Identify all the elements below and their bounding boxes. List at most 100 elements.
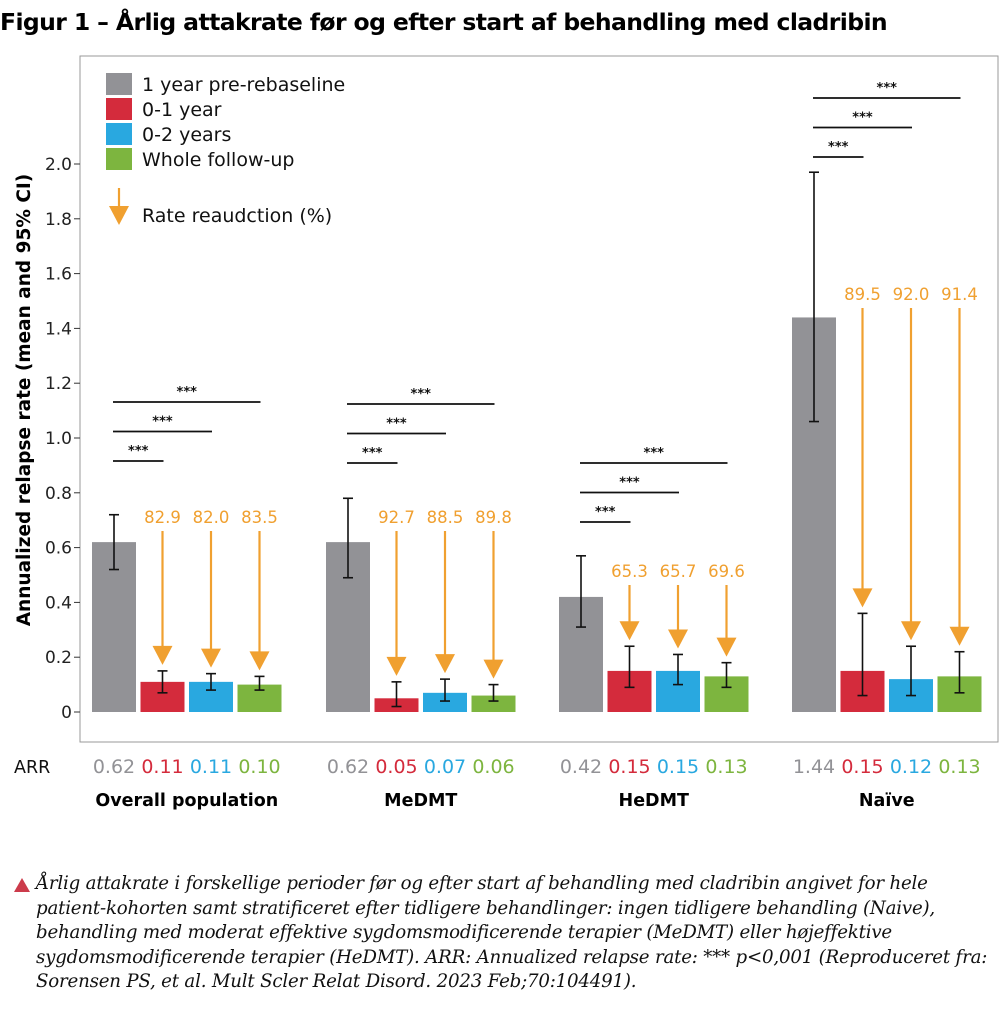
significance-label: ***	[177, 385, 198, 400]
arrow-head	[483, 659, 504, 679]
arrow-head	[619, 621, 640, 641]
category-label: Overall population	[95, 791, 278, 811]
significance-label: ***	[411, 387, 432, 402]
arrow-head	[716, 637, 737, 657]
arrow-head	[249, 651, 270, 671]
arr-value: 0.13	[705, 756, 747, 778]
rate-reduction-arrow	[483, 531, 504, 679]
legend-swatch	[106, 148, 132, 170]
significance-label: ***	[386, 417, 407, 432]
rate-reduction-arrow	[852, 308, 873, 608]
y-tick-label: 1.6	[45, 265, 72, 285]
legend-swatch	[106, 123, 132, 145]
plot-frame	[79, 55, 999, 743]
rate-reduction-arrow	[249, 531, 270, 671]
arr-value: 0.11	[190, 756, 232, 778]
category-label: Naïve	[859, 791, 915, 811]
arrow-head	[201, 648, 221, 668]
annotations: 82.9 82.0 83.5*********0.62 0.11 0.11 0.10Ove…	[14, 81, 981, 811]
arr-value: 0.15	[841, 756, 883, 778]
arr-value: 0.05	[375, 756, 417, 778]
significance-label: ***	[152, 415, 173, 430]
arr-value: 0.62	[327, 756, 369, 778]
arr-value: 0.06	[472, 756, 514, 778]
legend-swatch	[106, 98, 132, 120]
rate-reduction-label: 65.3	[611, 562, 648, 581]
arr-value: 0.42	[560, 756, 602, 778]
rate-reduction-arrow	[949, 308, 970, 646]
y-tick-label: 1.4	[45, 319, 72, 339]
rate-reduction-label: 89.5	[844, 285, 881, 304]
bar-chart: Annualized relapse rate (mean and 95% CI…	[14, 55, 999, 811]
y-tick-label: 0.8	[45, 484, 72, 504]
arr-value: 0.11	[141, 756, 183, 778]
rate-reduction-label: 82.0	[193, 508, 230, 527]
bar	[92, 542, 136, 712]
rate-reduction-arrow	[668, 585, 688, 649]
arrow-head	[109, 206, 129, 225]
rate-reduction-label: 92.0	[893, 285, 930, 304]
y-axis: 0 0.2 0.4 0.6 0.8 1.0 1.2 1.4 1.6 1.8 2.0	[45, 155, 80, 723]
arr-value: 0.15	[608, 756, 650, 778]
arr-value: 1.44	[793, 756, 835, 778]
rate-reduction-arrow	[386, 531, 407, 676]
arr-value: 0.15	[657, 756, 699, 778]
arrow-head	[949, 626, 970, 646]
legend-arrow-label: Rate reaudction (%)	[142, 205, 332, 227]
significance-label: ***	[128, 444, 149, 459]
arrow-head	[852, 588, 873, 608]
legend-label: Whole follow-up	[142, 149, 294, 171]
caption-marker-icon	[14, 878, 30, 892]
y-tick-label: 0.2	[45, 648, 72, 668]
bars	[92, 171, 982, 712]
arrow-head	[386, 656, 407, 676]
y-axis-label: Annualized relapse rate (mean and 95% CI…	[14, 174, 35, 627]
arrow-head	[901, 621, 921, 641]
bar	[471, 695, 516, 712]
rate-reduction-arrow	[201, 531, 221, 668]
arr-value: 0.62	[93, 756, 135, 778]
rate-reduction-label: 91.4	[941, 285, 978, 304]
arr-value: 0.07	[424, 756, 466, 778]
legend: 1 year pre-rebaseline 0-1 year 0-2 years Wh…	[106, 73, 345, 227]
y-tick-label: 1.0	[45, 429, 72, 449]
rate-reduction-label: 65.7	[660, 562, 697, 581]
caption-text: Årlig attakrate i forskellige perioder f…	[36, 873, 988, 992]
arr-value: 0.10	[238, 756, 280, 778]
y-tick-label: 0.6	[45, 539, 72, 559]
legend-label: 1 year pre-rebaseline	[142, 74, 345, 96]
y-tick-label: 2.0	[45, 155, 72, 175]
rate-reduction-label: 82.9	[144, 508, 181, 527]
y-tick-label: 0.4	[45, 593, 72, 613]
rate-reduction-label: 69.6	[708, 562, 745, 581]
legend-arrow-icon	[109, 188, 129, 225]
rate-reduction-label: 88.5	[427, 508, 464, 527]
significance-label: ***	[828, 140, 849, 155]
legend-label: 0-1 year	[142, 99, 222, 121]
category-label: HeDMT	[619, 791, 689, 811]
y-tick-label: 1.2	[45, 374, 72, 394]
significance-label: ***	[644, 446, 665, 461]
rate-reduction-label: 83.5	[241, 508, 278, 527]
significance-label: ***	[595, 505, 616, 520]
rate-reduction-arrow	[901, 308, 921, 641]
arr-row-label: ARR	[14, 758, 50, 778]
arr-value: 0.12	[890, 756, 932, 778]
legend-swatch	[106, 73, 132, 95]
bar	[423, 692, 467, 712]
arr-value: 0.13	[938, 756, 980, 778]
arrow-head	[152, 645, 173, 665]
significance-label: ***	[852, 111, 873, 126]
arrow-head	[435, 654, 455, 674]
category-label: MeDMT	[384, 791, 457, 811]
significance-label: ***	[362, 446, 383, 461]
significance-label: ***	[619, 476, 640, 491]
rate-reduction-arrow	[716, 585, 737, 657]
rate-reduction-arrow	[435, 531, 455, 674]
y-tick-label: 0	[61, 703, 72, 723]
figure-title: Figur 1 – Årlig attakrate før og efter s…	[0, 8, 888, 36]
rate-reduction-arrow	[152, 531, 173, 665]
rate-reduction-arrow	[619, 585, 640, 641]
rate-reduction-label: 92.7	[378, 508, 415, 527]
arrow-head	[668, 629, 688, 649]
